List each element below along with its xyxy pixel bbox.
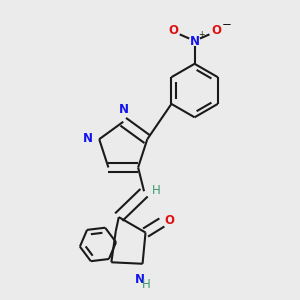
Text: H: H — [152, 184, 160, 197]
Text: O: O — [165, 214, 175, 226]
Text: N: N — [119, 103, 129, 116]
Text: H: H — [142, 278, 151, 291]
Text: O: O — [211, 24, 221, 37]
Text: N: N — [83, 132, 93, 145]
Text: O: O — [168, 24, 178, 37]
Text: +: + — [198, 31, 204, 40]
Text: N: N — [190, 35, 200, 48]
Text: N: N — [135, 273, 145, 286]
Text: −: − — [222, 18, 232, 32]
